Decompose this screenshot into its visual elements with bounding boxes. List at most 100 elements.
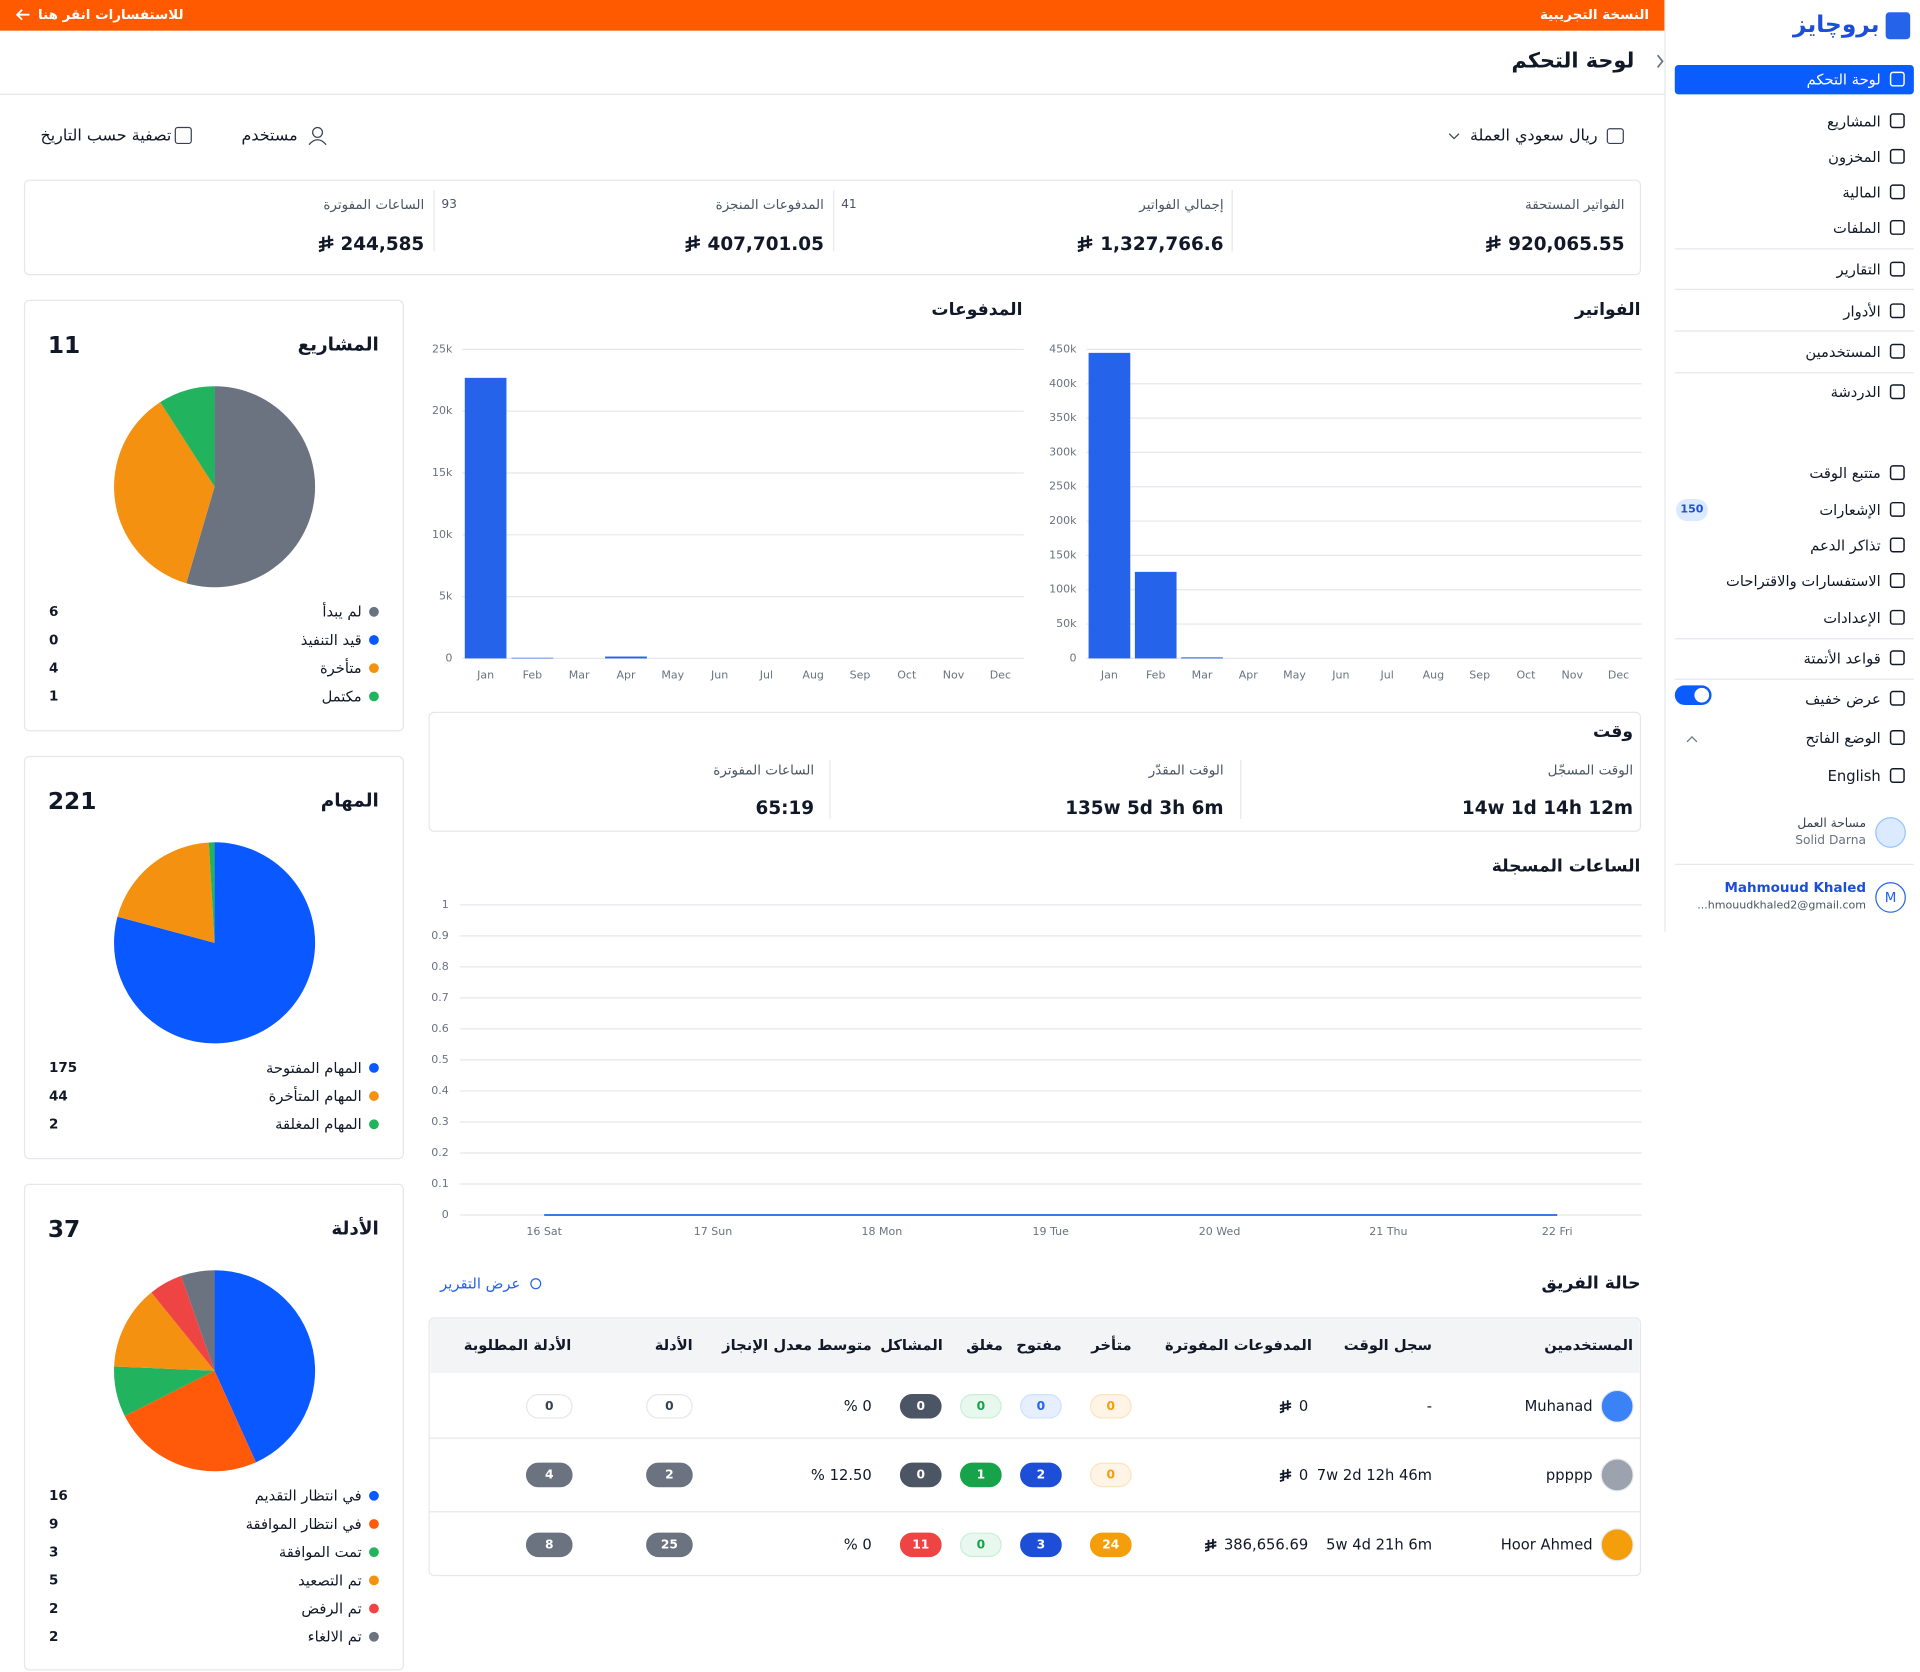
x-tick-label: Oct: [897, 669, 917, 682]
pie-slice: [160, 386, 215, 487]
x-tick-label: Apr: [1239, 669, 1259, 682]
x-tick-label: Dec: [1608, 669, 1629, 682]
banner-version: النسخة التجريبية: [1539, 6, 1650, 23]
menu-icon: [1889, 384, 1905, 400]
pie-slice: [151, 1275, 215, 1371]
menu-icon: [1889, 184, 1905, 200]
pie-slice: [114, 402, 215, 584]
x-tick-label: Mar: [569, 669, 590, 682]
menu-icon: [1889, 148, 1905, 164]
y-tick-label: 150k: [1049, 548, 1077, 561]
completion-rate: 12.50 %: [810, 1466, 872, 1484]
legend-swatch: [369, 1119, 379, 1130]
user-email: ...hmouudkhaled2@gmail.com: [1697, 899, 1867, 913]
menu-item[interactable]: الإعدادات: [1823, 609, 1881, 627]
y-tick-label: 100k: [1049, 583, 1077, 596]
money: 244,585: [317, 233, 424, 255]
y-tick-label: 0.9: [431, 929, 449, 942]
report-link[interactable]: عرض التقرير: [440, 1275, 521, 1293]
menu-item[interactable]: التقارير: [1836, 261, 1881, 279]
y-tick-label: 0.8: [431, 960, 449, 973]
legend-label: المهام المتأخرة: [268, 1087, 362, 1105]
brand: بروچايز: [1793, 11, 1880, 39]
pie-slice: [214, 1270, 316, 1463]
chart-total: 37: [47, 1216, 81, 1244]
count-pill: 0: [959, 1394, 1002, 1419]
workspace-avatar: [1875, 817, 1906, 848]
legend-value: 5: [49, 1572, 59, 1589]
legend-value: 2: [49, 1600, 59, 1617]
menu-item[interactable]: English: [1827, 767, 1881, 785]
menu-icon: [1889, 465, 1905, 481]
active-menu-bg: [1674, 64, 1914, 95]
currency-filter[interactable]: ريال سعودي العملة: [1469, 126, 1598, 146]
menu-item[interactable]: متتبع الوقت: [1809, 464, 1881, 482]
x-tick-label: Sep: [850, 669, 871, 682]
menu-item[interactable]: الأدوار: [1843, 302, 1881, 320]
menu-item[interactable]: الدردشة: [1830, 383, 1881, 401]
y-tick-label: 0: [1069, 651, 1076, 664]
banner-notice[interactable]: للاستفسارات انقر هنا: [38, 6, 184, 23]
x-tick-label: Jul: [759, 669, 773, 682]
stat-count: 93: [441, 198, 457, 212]
pie-slice: [114, 1366, 215, 1416]
y-tick-label: 0.3: [431, 1115, 449, 1128]
legend-label: تمت الموافقة: [278, 1543, 362, 1561]
legend-value: 16: [49, 1487, 68, 1504]
menu-item[interactable]: المشاريع: [1827, 112, 1881, 130]
x-tick-label: Jun: [710, 669, 728, 682]
legend-label: تم الالغاء: [307, 1628, 362, 1646]
y-tick-label: 10k: [432, 528, 453, 541]
count-pill: 0: [899, 1462, 942, 1488]
legend-value: 1: [49, 688, 59, 705]
menu-item[interactable]: لوحة التحكم: [1806, 71, 1881, 89]
x-tick-label: Oct: [1516, 669, 1536, 682]
menu-icon: [1889, 261, 1905, 277]
pie-slice: [186, 386, 316, 588]
menu-item[interactable]: تذاكر الدعم: [1810, 537, 1881, 555]
collapse-chevron[interactable]: [1656, 54, 1664, 68]
user-avatar: [1600, 1458, 1634, 1492]
date-filter[interactable]: تصفية حسب التاريخ: [40, 126, 172, 146]
column-header: الأدلة المطلوبة: [463, 1336, 572, 1354]
user-avatar: [1600, 1528, 1634, 1562]
team-title: حالة الفريق: [1541, 1273, 1641, 1294]
menu-item[interactable]: المستخدمين: [1805, 343, 1881, 361]
pie-slice: [117, 842, 215, 943]
count-pill: 2: [1020, 1462, 1062, 1488]
legend-label: في انتظار التقديم: [254, 1487, 362, 1505]
x-tick-label: Aug: [1423, 669, 1445, 682]
user-filter[interactable]: مستخدم: [241, 126, 298, 146]
time-log: -: [1426, 1397, 1433, 1415]
menu-icon: [1889, 729, 1905, 745]
menu-item[interactable]: قواعد الأتمتة: [1803, 649, 1881, 667]
menu-item[interactable]: الملفات: [1833, 219, 1881, 237]
count-pill: 24: [1089, 1532, 1132, 1558]
collapse-chevron[interactable]: [1686, 735, 1698, 743]
y-tick-label: 1: [442, 898, 449, 911]
table-header-bg: [430, 1319, 1640, 1374]
time-label: الوقت المسجّل: [1547, 761, 1634, 778]
menu-item[interactable]: المخزون: [1828, 148, 1881, 166]
stat-count: 41: [841, 198, 857, 212]
column-header: سجل الوقت: [1343, 1336, 1433, 1354]
menu-item[interactable]: عرض خفيف: [1805, 690, 1881, 708]
menu-item[interactable]: المالية: [1842, 183, 1881, 202]
column-header: متأخر: [1091, 1336, 1132, 1354]
menu-item[interactable]: الاستفسارات والاقتراحات: [1726, 572, 1881, 590]
y-tick-label: 0.2: [431, 1146, 449, 1159]
legend-label: المهام المفتوحة: [266, 1059, 362, 1077]
menu-item[interactable]: الإشعارات: [1819, 501, 1881, 519]
x-tick-label: Jun: [1331, 669, 1349, 682]
money-value: 920,065.55: [1508, 232, 1625, 256]
legend-swatch: [369, 1631, 379, 1642]
workspace-name: Solid Darna: [1795, 834, 1867, 848]
x-tick-label: Mar: [1192, 669, 1213, 682]
money: 386,656.69: [1204, 1536, 1308, 1553]
legend-swatch: [369, 1091, 379, 1101]
count-pill: 0: [959, 1532, 1002, 1558]
y-tick-label: 0.7: [431, 991, 449, 1004]
dropdown-chevron[interactable]: [1448, 133, 1460, 140]
menu-item[interactable]: الوضع الفاتح: [1805, 729, 1881, 747]
stat-label: المدفوعات المنجزة: [715, 196, 824, 213]
